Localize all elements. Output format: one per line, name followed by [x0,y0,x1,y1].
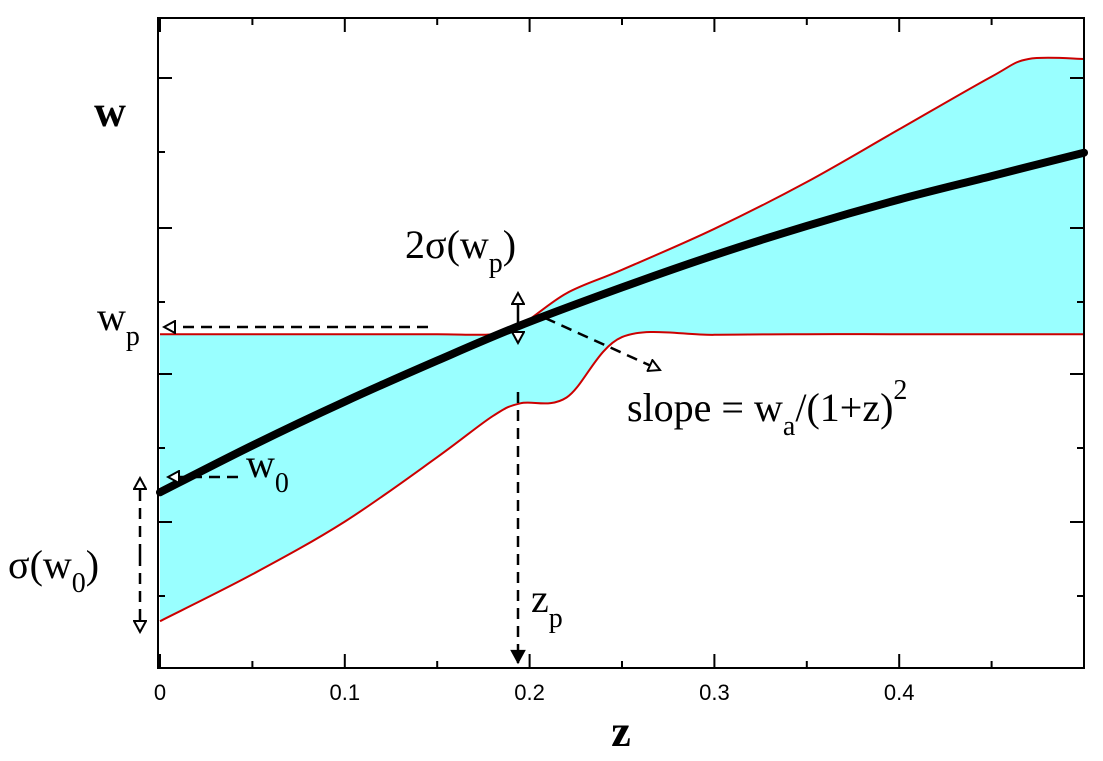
x-tick-label: 0.3 [699,680,730,705]
x-tick-label: 0.2 [514,680,545,705]
w0-label: w0 [246,441,289,499]
central-w-line [156,148,1088,497]
uncertainty-band [160,57,1084,622]
upper-band-edge [160,56,1085,336]
two-sigma-label: 2σ(wp) [405,222,516,279]
x-axis-title: z [611,707,631,756]
x-tick-label: 0 [154,680,166,705]
x-tick-label: 0.4 [884,680,915,705]
x-tick-label: 0.1 [330,680,361,705]
slope-arrow [544,316,660,370]
lower-band-edge [159,330,1084,623]
slope-label: slope = wa/(1+z)2 [627,375,907,442]
sigma-w0-label: σ(w0) [8,542,99,599]
axis-ticks [158,18,1085,668]
x-tick-labels: 0 0.1 0.2 0.3 0.4 [154,680,915,705]
wp-label: wp [97,294,140,352]
annotation-arrows [140,293,660,665]
zp-label: zp [531,576,563,634]
y-axis-title: w [94,87,126,136]
